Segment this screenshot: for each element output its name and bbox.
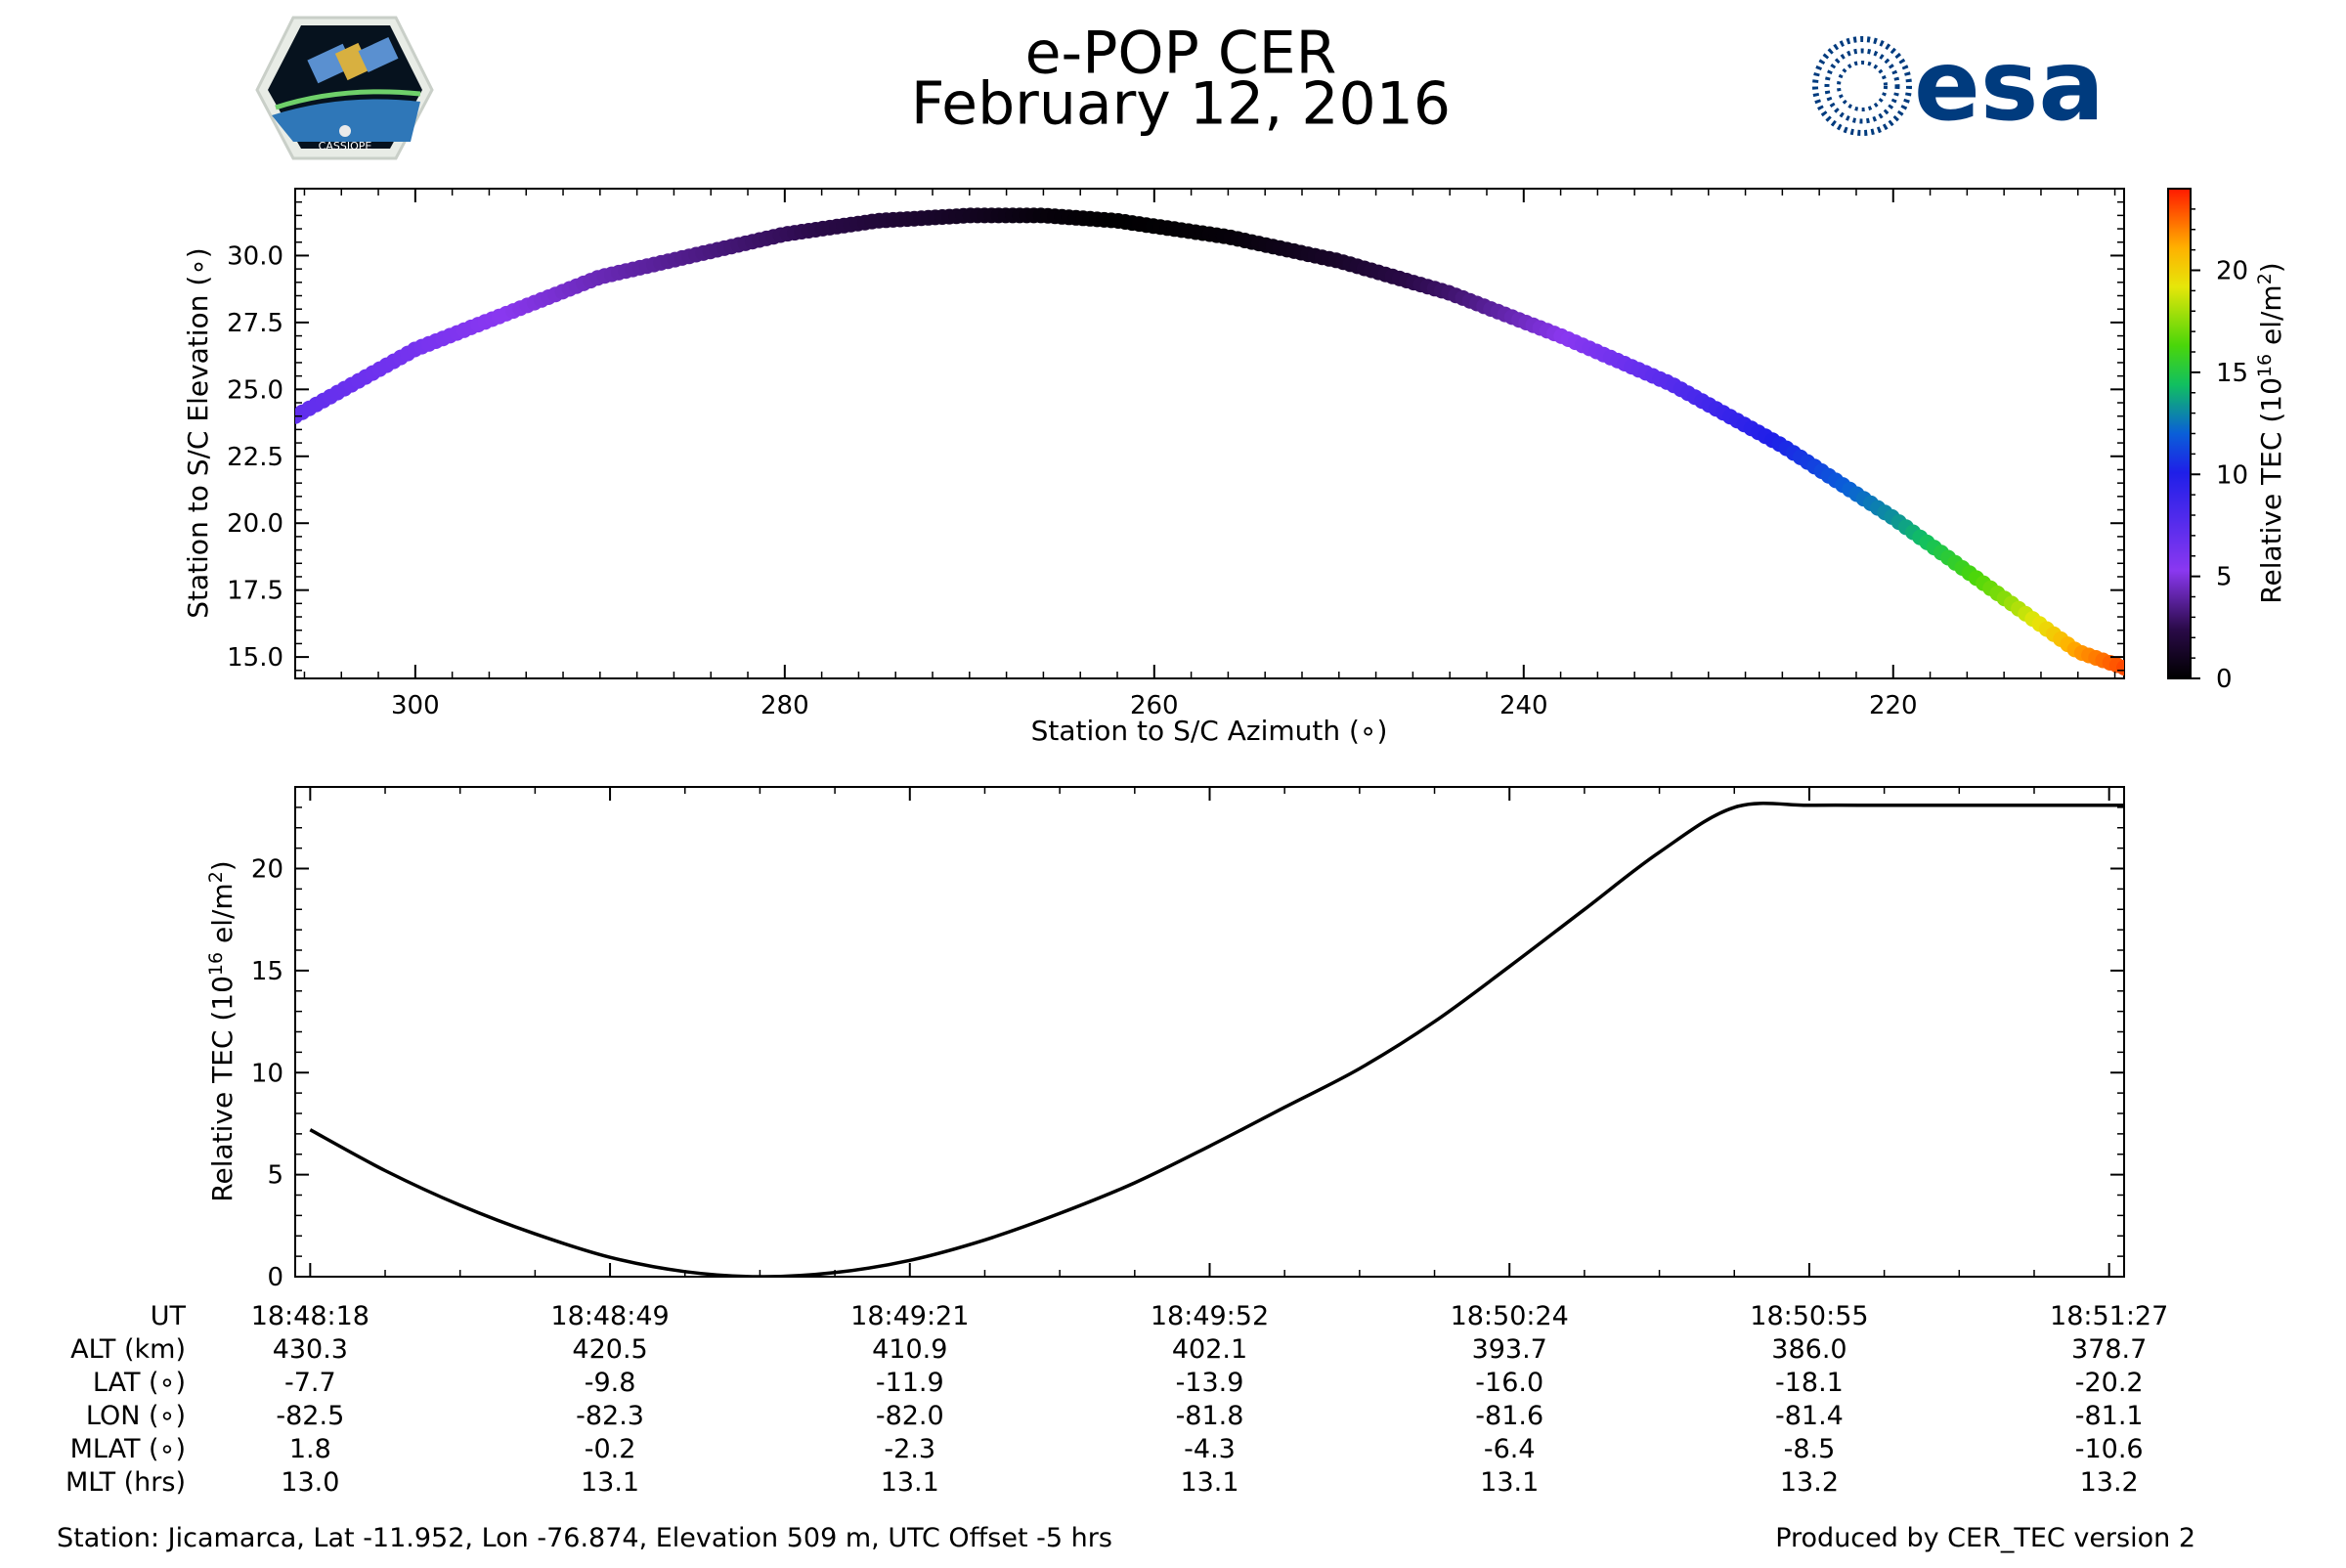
info-cell: -13.9 [1176, 1368, 1244, 1398]
info-cell: -2.3 [884, 1434, 935, 1464]
colorbar-tick-label: 15 [2216, 359, 2248, 388]
info-cell: 402.1 [1172, 1334, 1247, 1365]
info-cell: -10.6 [2075, 1434, 2144, 1464]
panel1-ytick-label: 15.0 [227, 643, 283, 673]
info-cell: -81.8 [1176, 1401, 1244, 1431]
cassiope-caption: CASSIOPE [319, 140, 372, 152]
info-row-label: LON (∘) [86, 1401, 186, 1431]
info-cell: 13.2 [1780, 1467, 1839, 1498]
info-row-label: MLT (hrs) [65, 1467, 186, 1498]
panel1-xtick-label: 280 [760, 691, 809, 720]
colorbar-tick-label: 5 [2216, 563, 2233, 592]
panel1-xlabel: Station to S/C Azimuth (∘) [1031, 715, 1388, 747]
colorbar-tick-label: 20 [2216, 257, 2248, 286]
info-cell: 410.9 [872, 1334, 947, 1365]
colorbar-tick-label: 10 [2216, 460, 2248, 490]
info-cell: -7.7 [284, 1368, 336, 1398]
info-row-label: UT [151, 1301, 187, 1331]
info-row-label: LAT (∘) [93, 1368, 186, 1398]
colorbar-ticks: 0 5 10 15 20 [2191, 208, 2248, 694]
info-cell: 18:49:21 [850, 1301, 969, 1331]
info-cell: 420.5 [572, 1334, 647, 1365]
producer-footer: Produced by CER_TEC version 2 [1775, 1523, 2195, 1553]
esa-logo: esa [1812, 28, 2105, 143]
scatter-point [2116, 660, 2124, 675]
panel1-ticks: 300 280 260 240 220 15.0 17.5 20.0 22.5 25.0 27.5 3… [227, 189, 2124, 720]
info-cell: -82.5 [276, 1401, 344, 1431]
panel1-ytick-label: 27.5 [227, 309, 283, 338]
panel1-ytick-label: 25.0 [227, 375, 283, 405]
info-cell: -81.4 [1775, 1401, 1844, 1431]
info-cell: -11.9 [876, 1368, 944, 1398]
chart-date: February 12, 2016 [911, 70, 1451, 139]
panel1-ylabel: Station to S/C Elevation (∘) [182, 247, 214, 618]
info-row-label: MLAT (∘) [70, 1434, 186, 1464]
info-cell: 18:50:24 [1451, 1301, 1569, 1331]
panel1-frame [294, 188, 2125, 679]
station-footer: Station: Jicamarca, Lat -11.952, Lon -76… [57, 1523, 1112, 1553]
info-cell: -81.1 [2075, 1401, 2144, 1431]
colorbar-label: Relative TEC (1016 el/m2) [2254, 262, 2287, 603]
tec-series-line [309, 802, 2124, 1277]
tec-time-panel: 0 5 10 15 20 Relative TEC (1016 el/m2) [205, 786, 2125, 1292]
panel2-ytick-label: 20 [251, 855, 283, 885]
info-cell: 378.7 [2071, 1334, 2147, 1365]
info-cell: 18:50:55 [1750, 1301, 1868, 1331]
panel1-ytick-label: 20.0 [227, 509, 283, 539]
info-cell: -81.6 [1475, 1401, 1543, 1431]
info-cell: 18:51:27 [2050, 1301, 2168, 1331]
panel2-frame [294, 786, 2125, 1278]
info-cell: 386.0 [1771, 1334, 1846, 1365]
info-cell: 393.7 [1472, 1334, 1547, 1365]
panel1-xtick-label: 220 [1869, 691, 1918, 720]
info-cell: -6.4 [1484, 1434, 1536, 1464]
info-cell: 13.2 [2080, 1467, 2139, 1498]
info-cell: 1.8 [289, 1434, 331, 1464]
info-cell: 18:49:52 [1151, 1301, 1269, 1331]
info-cell: 430.3 [273, 1334, 348, 1365]
info-cell: 13.0 [281, 1467, 339, 1498]
panel1-ytick-label: 30.0 [227, 241, 283, 271]
info-cell: 13.1 [1480, 1467, 1539, 1498]
cassiope-logo: CASSIOPE [255, 16, 434, 160]
panel2-ytick-label: 0 [267, 1263, 283, 1292]
panel1-xtick-label: 300 [391, 691, 440, 720]
panel2-ytick-label: 15 [251, 957, 283, 986]
colorbar-tick-label: 0 [2216, 665, 2233, 694]
panel1-ytick-label: 17.5 [227, 577, 283, 606]
esa-logo-text: esa [1914, 28, 2105, 143]
chart-title: e-POP CER [1025, 20, 1337, 88]
panel2-ticks: 0 5 10 15 20 [251, 787, 2124, 1292]
colorbar-gradient [2167, 188, 2192, 679]
info-cell: 18:48:49 [550, 1301, 669, 1331]
info-cell: -16.0 [1475, 1368, 1543, 1398]
info-cell: -0.2 [585, 1434, 636, 1464]
colorbar: 0 5 10 15 20 Relative TEC (1016 el/m2) [2167, 188, 2287, 694]
panel1-xtick-label: 260 [1130, 691, 1179, 720]
info-cell: -82.0 [876, 1401, 944, 1431]
info-cell: 13.1 [881, 1467, 939, 1498]
info-cell: -8.5 [1784, 1434, 1836, 1464]
info-cell: 13.1 [581, 1467, 639, 1498]
elevation-azimuth-panel: 300 280 260 240 220 15.0 17.5 20.0 22.5 25.0 27.5 3… [182, 188, 2125, 747]
info-cell: -20.2 [2075, 1368, 2144, 1398]
panel2-ytick-label: 10 [251, 1059, 283, 1088]
info-cell: 18:48:18 [251, 1301, 369, 1331]
panel1-points [295, 207, 2124, 675]
info-cell: -4.3 [1184, 1434, 1236, 1464]
panel1-ytick-label: 22.5 [227, 443, 283, 472]
panel1-xtick-label: 240 [1499, 691, 1548, 720]
info-cell: 13.1 [1180, 1467, 1238, 1498]
panel2-ytick-label: 5 [267, 1161, 283, 1191]
info-cell: -82.3 [576, 1401, 644, 1431]
info-cell: -9.8 [585, 1368, 636, 1398]
info-cell: -18.1 [1775, 1368, 1844, 1398]
info-row-label: ALT (km) [70, 1334, 186, 1365]
panel2-ylabel: Relative TEC (1016 el/m2) [205, 860, 239, 1201]
